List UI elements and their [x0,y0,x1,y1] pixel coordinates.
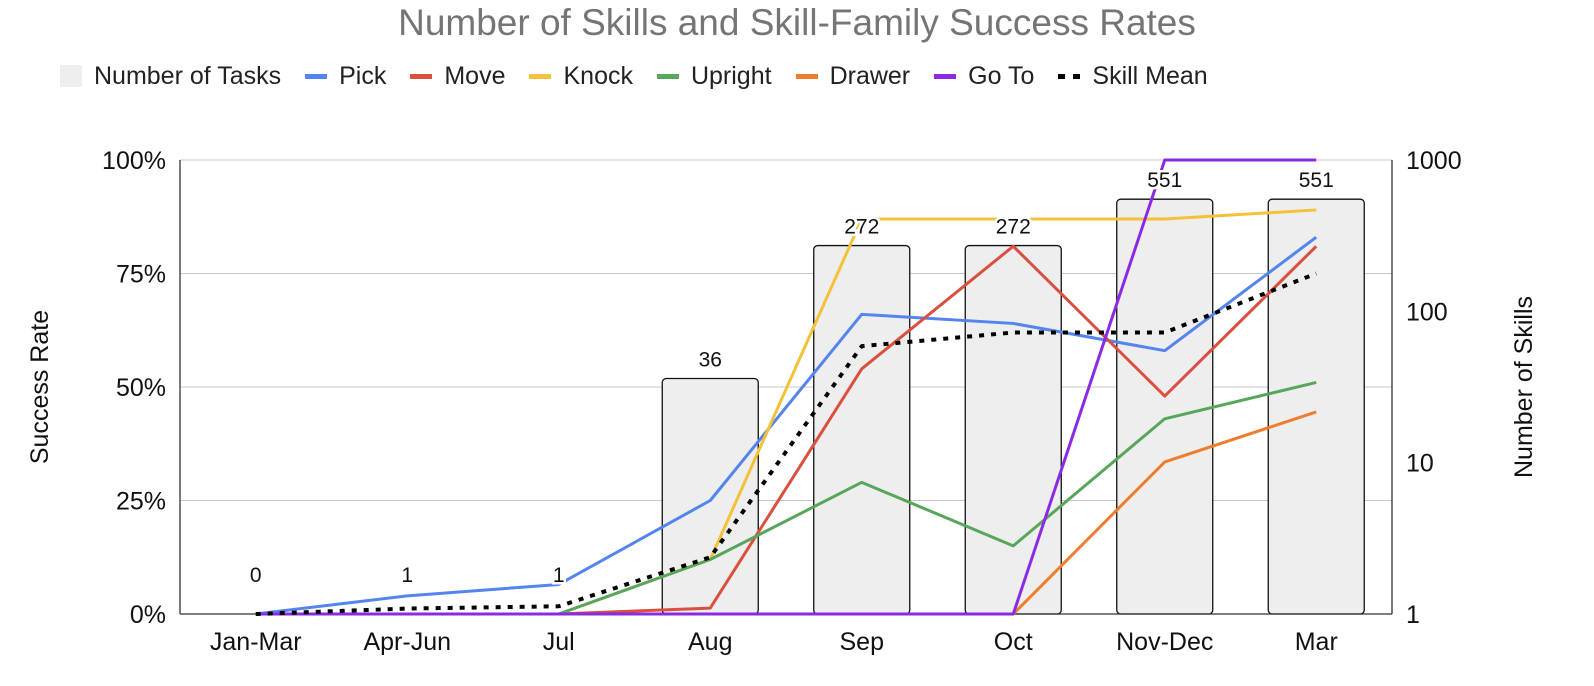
y-right-axis-title: Number of Skills [1510,296,1538,478]
y-right-tick-label: 10 [1406,450,1434,478]
bar-data-label: 1 [553,564,565,587]
legend-label: Move [444,61,506,90]
bar-Sep [813,244,911,615]
legend-swatch [60,65,82,87]
series-line-go-to [255,158,1317,616]
legend-item-move: Move [410,62,505,91]
bar-data-label: 0 [250,564,262,587]
bar-Aug [661,377,759,615]
bar-data-label: 1 [401,564,413,587]
bar-data-label: 272 [996,216,1031,239]
x-tick-label: Oct [994,628,1033,656]
y-right-tick-label: 1 [1406,601,1420,629]
y-left-tick-label: 25% [116,488,166,516]
legend-swatch [934,73,957,79]
x-tick-label: Aug [688,628,732,656]
legend-swatch [656,73,679,79]
chart-legend: Number of Tasks Pick Move Knock Upright Drawe… [60,58,1208,94]
series-line-skill-mean [255,271,1317,616]
chart-title: Number of Skills and Skill-Family Succes… [398,2,1196,43]
legend-label: Knock [563,61,633,90]
legend-item-number-of-tasks: Number of Tasks [60,62,281,91]
series-line-pick [255,235,1318,616]
y-left-axis-title: Success Rate [26,310,54,464]
bar-data-label: 36 [699,348,722,371]
x-tick-label: Apr-Jun [363,628,451,656]
legend-swatch [529,73,552,79]
legend-swatch [1058,73,1081,79]
legend-swatch [305,73,328,79]
bar-data-label: 551 [1147,169,1182,192]
legend-item-upright: Upright [656,61,772,91]
legend-label: Skill Mean [1092,61,1208,90]
legend-label: Go To [968,61,1035,90]
legend-label: Drawer [829,61,911,90]
legend-item-knock: Knock [529,61,633,91]
y-left-tick-label: 0% [130,601,166,629]
legend-item-drawer: Drawer [795,61,911,91]
legend-item-skill-mean: Skill Mean [1058,61,1208,91]
x-tick-label: Jan-Mar [210,628,302,656]
bar-Oct [964,244,1062,615]
bar-data-label: 551 [1299,169,1334,192]
legend-item-pick: Pick [305,62,386,91]
x-tick-label: Mar [1295,628,1338,656]
x-tick-label: Sep [840,628,884,656]
legend-item-go-to: Go To [934,62,1034,91]
legend-label: Upright [690,61,772,90]
legend-swatch [795,73,818,79]
x-tick-label: Jul [543,628,575,656]
y-right-tick-label: 1000 [1406,147,1462,175]
y-left-tick-label: 50% [116,374,166,402]
x-tick-label: Nov-Dec [1116,628,1213,656]
legend-label: Pick [339,61,387,90]
y-left-tick-label: 100% [102,147,166,175]
legend-label: Number of Tasks [94,61,282,90]
bar-data-label: 272 [844,216,879,239]
y-left-tick-label: 75% [116,261,166,289]
y-right-tick-label: 100 [1406,298,1448,326]
legend-swatch [410,73,433,79]
